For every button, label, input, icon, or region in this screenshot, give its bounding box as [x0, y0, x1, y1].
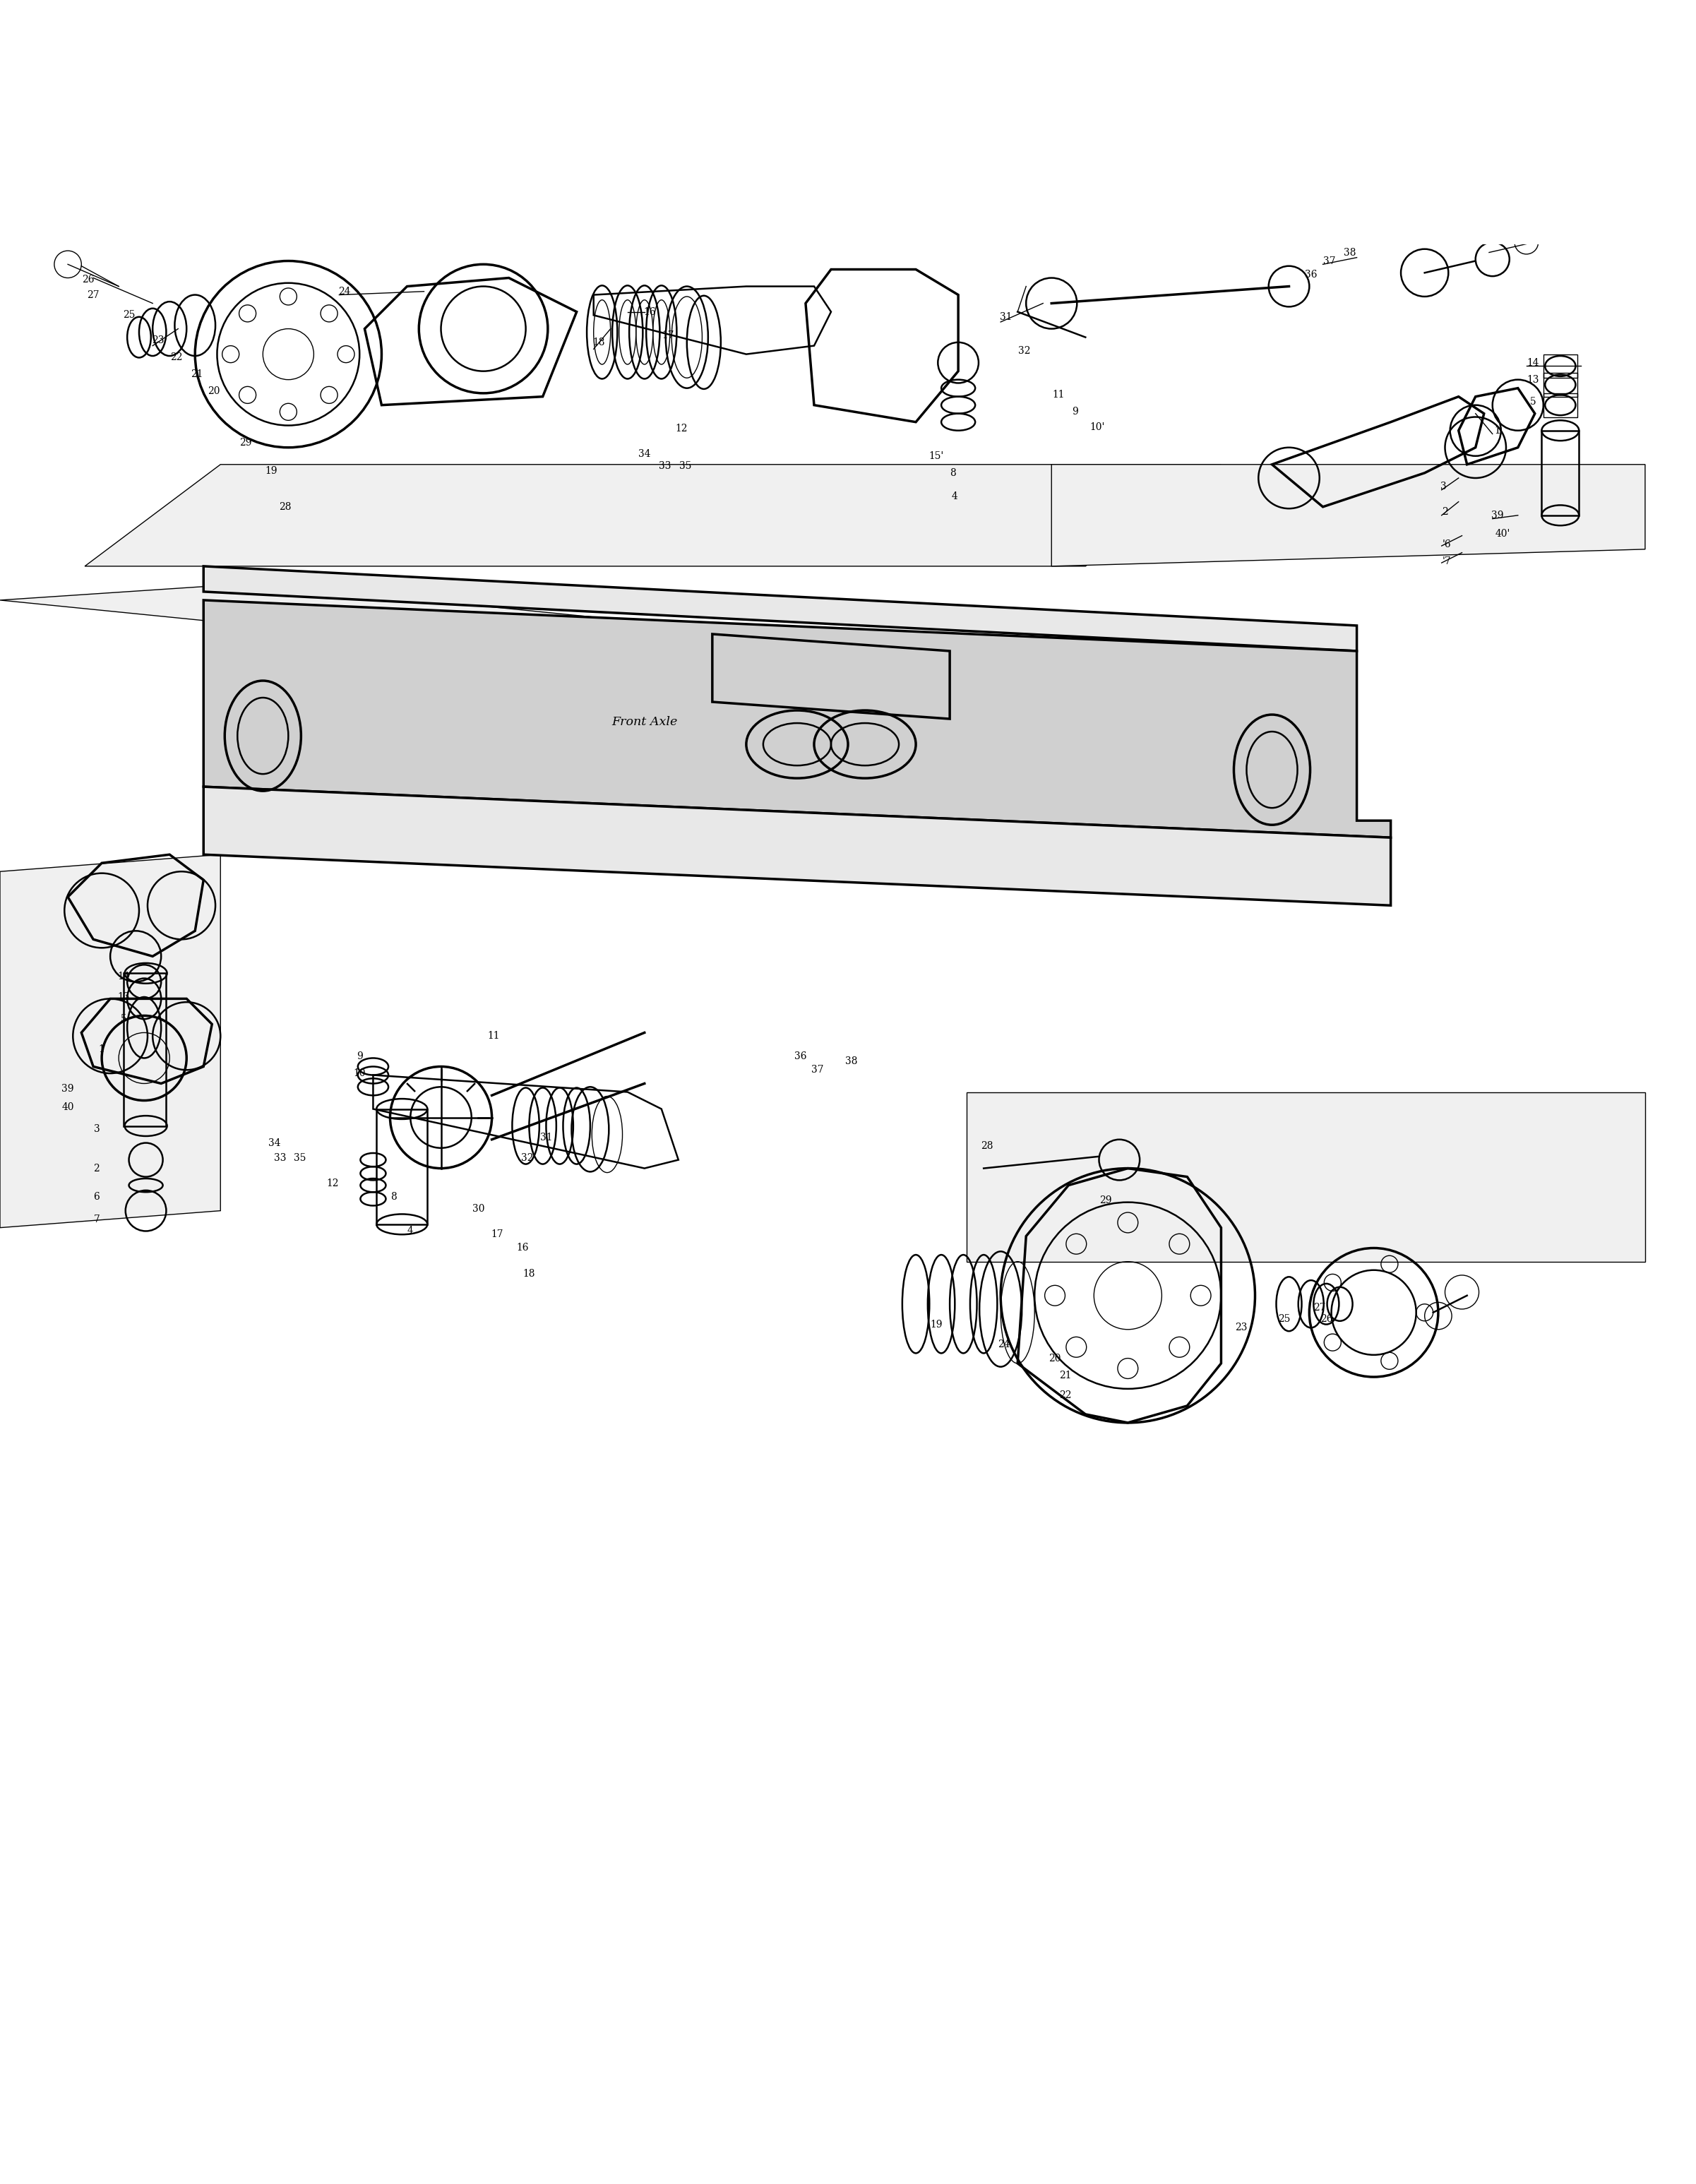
Bar — [377, 1109, 427, 1225]
Text: 8: 8 — [950, 467, 957, 478]
Text: 34: 34 — [638, 450, 651, 459]
Bar — [1542, 430, 1579, 515]
Text: Front Axle: Front Axle — [612, 716, 677, 727]
Text: 17: 17 — [490, 1230, 504, 1238]
Polygon shape — [204, 786, 1391, 906]
Text: 37: 37 — [811, 1066, 824, 1075]
Text: 16: 16 — [516, 1243, 529, 1254]
Text: 2: 2 — [93, 1164, 100, 1173]
Text: 16: 16 — [643, 308, 656, 317]
Polygon shape — [967, 1092, 1645, 1262]
Text: '6: '6 — [1442, 539, 1452, 548]
Text: 19: 19 — [265, 467, 278, 476]
Text: 27: 27 — [86, 290, 100, 299]
Text: 31: 31 — [999, 312, 1013, 321]
Bar — [124, 974, 166, 1127]
Text: 5: 5 — [1530, 397, 1537, 406]
Text: 28: 28 — [980, 1142, 994, 1151]
Polygon shape — [85, 465, 1221, 566]
Text: 18: 18 — [522, 1269, 536, 1278]
Polygon shape — [1052, 465, 1645, 566]
Text: 20: 20 — [207, 387, 220, 397]
Text: 38: 38 — [845, 1057, 858, 1066]
Text: 6: 6 — [93, 1192, 100, 1201]
Text: 3: 3 — [1440, 480, 1447, 491]
Text: 12: 12 — [326, 1179, 339, 1188]
Text: 9: 9 — [1072, 406, 1079, 417]
Text: '7: '7 — [1442, 557, 1452, 566]
Text: 30: 30 — [471, 1203, 485, 1214]
Text: 10: 10 — [353, 1068, 366, 1079]
Text: 7: 7 — [93, 1214, 100, 1225]
Text: 24: 24 — [338, 286, 351, 297]
Text: 9: 9 — [356, 1051, 363, 1061]
Text: 14: 14 — [1526, 358, 1540, 367]
Text: 4: 4 — [407, 1225, 414, 1236]
Text: 13: 13 — [117, 992, 131, 1002]
Text: 22: 22 — [170, 352, 183, 363]
Text: 33: 33 — [658, 461, 672, 472]
Text: 33: 33 — [273, 1153, 287, 1164]
Polygon shape — [204, 601, 1391, 839]
Text: 20: 20 — [1048, 1354, 1062, 1363]
Text: 8: 8 — [390, 1192, 397, 1201]
Text: 26: 26 — [81, 275, 95, 284]
Text: 17: 17 — [661, 330, 675, 341]
Text: 23: 23 — [1235, 1324, 1248, 1332]
Text: 1: 1 — [1494, 426, 1501, 435]
Text: 39: 39 — [1491, 511, 1504, 520]
Text: 3: 3 — [93, 1125, 100, 1133]
Text: 2: 2 — [1442, 507, 1448, 518]
Text: 13: 13 — [1526, 376, 1540, 384]
Text: 11: 11 — [487, 1031, 500, 1042]
Text: 21: 21 — [190, 369, 204, 380]
Text: 4: 4 — [951, 491, 958, 502]
Text: 21: 21 — [1058, 1369, 1072, 1380]
Text: 39: 39 — [61, 1083, 75, 1094]
Text: 25: 25 — [1277, 1315, 1291, 1324]
Text: 24: 24 — [997, 1339, 1011, 1350]
Text: 40: 40 — [61, 1103, 75, 1112]
Text: 22: 22 — [1058, 1391, 1072, 1400]
Text: 34: 34 — [268, 1138, 282, 1149]
Text: 38: 38 — [1343, 247, 1357, 258]
Polygon shape — [204, 566, 1357, 651]
Text: 36: 36 — [794, 1051, 807, 1061]
Text: 36: 36 — [1304, 269, 1318, 280]
Text: 40': 40' — [1496, 529, 1509, 539]
Text: 31: 31 — [539, 1133, 553, 1142]
Text: 37: 37 — [1323, 256, 1336, 266]
Text: 35: 35 — [293, 1153, 307, 1164]
Text: 14: 14 — [117, 972, 131, 981]
Text: 27: 27 — [1313, 1302, 1326, 1313]
Text: 15': 15' — [929, 452, 943, 461]
Text: 26: 26 — [1319, 1315, 1333, 1324]
Text: 29: 29 — [239, 437, 253, 448]
Polygon shape — [0, 583, 933, 668]
Text: 35: 35 — [678, 461, 692, 472]
Text: 19: 19 — [929, 1319, 943, 1330]
Text: 12: 12 — [675, 424, 689, 435]
Polygon shape — [0, 854, 220, 1227]
Text: 32: 32 — [521, 1153, 534, 1164]
Text: 23: 23 — [151, 336, 165, 345]
Text: 11: 11 — [1052, 391, 1065, 400]
Text: 5: 5 — [120, 1013, 127, 1024]
Text: 18: 18 — [592, 336, 605, 347]
Text: 25: 25 — [122, 310, 136, 321]
Text: 32: 32 — [1018, 345, 1031, 356]
Text: 28: 28 — [278, 502, 292, 511]
Text: 10': 10' — [1091, 422, 1104, 432]
Text: 29: 29 — [1099, 1195, 1113, 1206]
Text: 1: 1 — [98, 1044, 105, 1055]
